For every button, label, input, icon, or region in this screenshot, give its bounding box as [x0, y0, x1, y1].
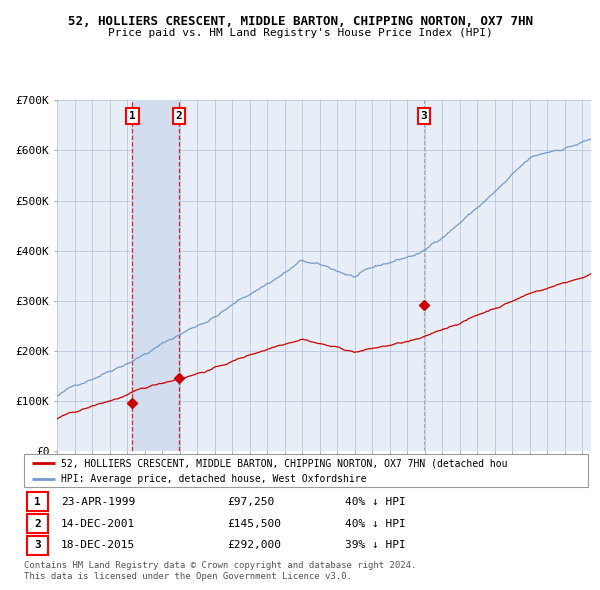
FancyBboxPatch shape — [24, 454, 588, 487]
Text: 1: 1 — [34, 497, 41, 507]
Text: £292,000: £292,000 — [227, 540, 281, 550]
Text: Price paid vs. HM Land Registry's House Price Index (HPI): Price paid vs. HM Land Registry's House … — [107, 28, 493, 38]
Text: £145,500: £145,500 — [227, 519, 281, 529]
Text: 3: 3 — [421, 111, 427, 121]
Text: 18-DEC-2015: 18-DEC-2015 — [61, 540, 135, 550]
Text: 40% ↓ HPI: 40% ↓ HPI — [346, 497, 406, 507]
Text: 23-APR-1999: 23-APR-1999 — [61, 497, 135, 507]
Text: HPI: Average price, detached house, West Oxfordshire: HPI: Average price, detached house, West… — [61, 474, 366, 484]
FancyBboxPatch shape — [27, 514, 48, 533]
Text: 2: 2 — [175, 111, 182, 121]
FancyBboxPatch shape — [27, 536, 48, 555]
Text: Contains HM Land Registry data © Crown copyright and database right 2024.: Contains HM Land Registry data © Crown c… — [24, 560, 416, 569]
Text: 39% ↓ HPI: 39% ↓ HPI — [346, 540, 406, 550]
Text: 2: 2 — [34, 519, 41, 529]
Text: 52, HOLLIERS CRESCENT, MIDDLE BARTON, CHIPPING NORTON, OX7 7HN (detached hou: 52, HOLLIERS CRESCENT, MIDDLE BARTON, CH… — [61, 458, 507, 468]
Text: This data is licensed under the Open Government Licence v3.0.: This data is licensed under the Open Gov… — [24, 572, 352, 581]
FancyBboxPatch shape — [27, 493, 48, 512]
Text: 52, HOLLIERS CRESCENT, MIDDLE BARTON, CHIPPING NORTON, OX7 7HN: 52, HOLLIERS CRESCENT, MIDDLE BARTON, CH… — [67, 15, 533, 28]
Text: 14-DEC-2001: 14-DEC-2001 — [61, 519, 135, 529]
Text: 40% ↓ HPI: 40% ↓ HPI — [346, 519, 406, 529]
Text: 1: 1 — [129, 111, 136, 121]
Text: £97,250: £97,250 — [227, 497, 274, 507]
Bar — [133, 100, 179, 451]
Text: 3: 3 — [34, 540, 41, 550]
